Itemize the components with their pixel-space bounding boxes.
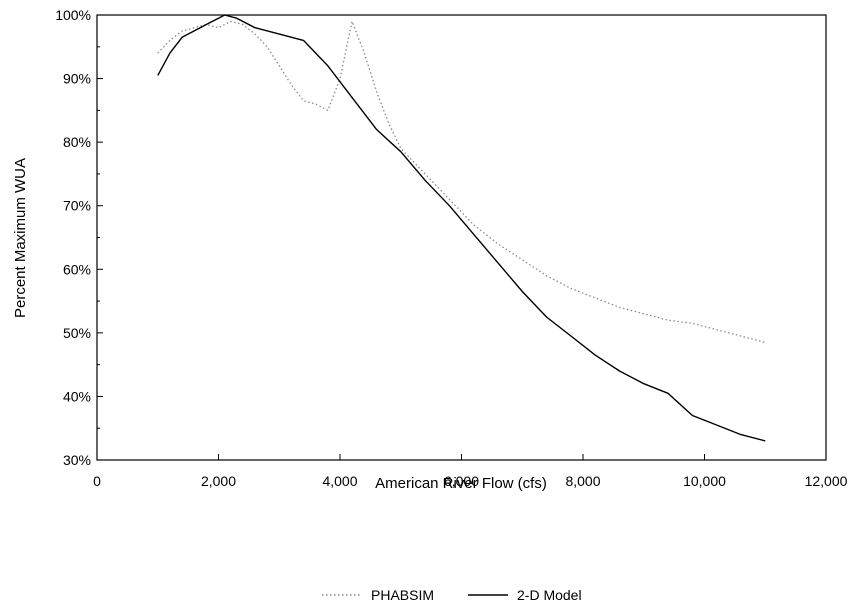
x-tick-label: 12,000 <box>805 473 848 489</box>
x-axis-title: American River Flow (cfs) <box>375 475 547 492</box>
data-point-2-d-model <box>765 440 766 441</box>
x-tick-label: 6,000 <box>444 473 479 489</box>
data-point-2-d-model <box>667 393 668 394</box>
data-point-2-d-model <box>169 53 170 54</box>
data-point-phabsim <box>181 30 182 31</box>
y-tick-label: 60% <box>63 261 91 277</box>
y-tick-label: 90% <box>63 71 91 87</box>
data-point-2-d-model <box>224 14 225 15</box>
data-point-2-d-model <box>254 27 255 28</box>
data-point-2-d-model <box>692 415 693 416</box>
data-point-2-d-model <box>546 316 547 317</box>
data-point-phabsim <box>218 27 219 28</box>
series-line-2-d-model <box>157 14 766 442</box>
y-tick-label: 100% <box>55 7 91 23</box>
y-tick-label: 70% <box>63 198 91 214</box>
data-point-phabsim <box>254 33 255 34</box>
x-tick-label: 2,000 <box>201 473 236 489</box>
data-point-2-d-model <box>279 33 280 34</box>
data-point-phabsim <box>570 288 571 289</box>
y-axis: 30% 40% 50% 60% 70% 80% 90% 100% <box>55 7 103 468</box>
data-point-phabsim <box>643 313 644 314</box>
data-point-phabsim <box>449 199 450 200</box>
y-tick-label: 30% <box>63 452 91 468</box>
data-point-phabsim <box>169 40 170 41</box>
y-tick-label: 40% <box>63 388 91 404</box>
legend-label-phabsim: PHABSIM <box>371 587 434 603</box>
data-point-phabsim <box>230 21 231 22</box>
data-point-2-d-model <box>497 262 498 263</box>
x-tick-label: 0 <box>93 473 101 489</box>
data-point-phabsim <box>692 323 693 324</box>
data-point-phabsim <box>765 342 766 343</box>
data-point-phabsim <box>279 65 280 66</box>
data-point-2-d-model <box>424 180 425 181</box>
data-point-phabsim <box>364 53 365 54</box>
y-tick-label: 80% <box>63 134 91 150</box>
data-point-2-d-model <box>181 37 182 38</box>
data-point-2-d-model <box>643 383 644 384</box>
data-point-phabsim <box>522 259 523 260</box>
data-point-phabsim <box>473 224 474 225</box>
data-point-2-d-model <box>522 291 523 292</box>
data-point-2-d-model <box>194 30 195 31</box>
data-point-phabsim <box>424 173 425 174</box>
data-point-phabsim <box>291 84 292 85</box>
data-point-phabsim <box>376 91 377 92</box>
data-point-2-d-model <box>619 370 620 371</box>
data-point-2-d-model <box>570 335 571 336</box>
data-point-phabsim <box>352 21 353 22</box>
plot-frame <box>96 14 827 461</box>
data-point-2-d-model <box>449 205 450 206</box>
data-point-phabsim <box>194 27 195 28</box>
data-point-2-d-model <box>473 234 474 235</box>
data-point-2-d-model <box>740 434 741 435</box>
data-point-phabsim <box>315 103 316 104</box>
data-point-2-d-model <box>352 97 353 98</box>
x-tick-label: 10,000 <box>683 473 726 489</box>
data-point-phabsim <box>740 335 741 336</box>
data-point-phabsim <box>327 110 328 111</box>
data-point-phabsim <box>242 24 243 25</box>
data-point-2-d-model <box>303 40 304 41</box>
data-point-phabsim <box>339 78 340 79</box>
data-point-phabsim <box>619 307 620 308</box>
data-point-2-d-model <box>595 355 596 356</box>
series-line-phabsim <box>157 20 766 344</box>
data-point-2-d-model <box>218 18 219 19</box>
data-point-phabsim <box>388 122 389 123</box>
series-layer <box>157 14 766 442</box>
legend-label-2d-model: 2-D Model <box>517 587 582 603</box>
y-axis-title: Percent Maximum WUA <box>12 158 29 318</box>
data-point-phabsim <box>546 275 547 276</box>
x-tick-label: 8,000 <box>565 473 600 489</box>
y-tick-label: 50% <box>63 325 91 341</box>
data-point-2-d-model <box>236 18 237 19</box>
data-point-phabsim <box>667 320 668 321</box>
x-tick-label: 4,000 <box>322 473 357 489</box>
data-point-2-d-model <box>376 129 377 130</box>
data-point-phabsim <box>157 53 158 54</box>
legend: PHABSIM 2-D Model <box>322 587 582 603</box>
data-point-2-d-model <box>157 75 158 76</box>
data-point-phabsim <box>400 148 401 149</box>
data-point-phabsim <box>497 243 498 244</box>
x-axis: 0 2,000 4,000 6,000 8,000 10,000 12,000 <box>93 454 848 489</box>
data-point-phabsim <box>303 100 304 101</box>
data-point-2-d-model <box>327 65 328 66</box>
data-point-2-d-model <box>400 151 401 152</box>
data-point-2-d-model <box>206 24 207 25</box>
data-point-phabsim <box>716 329 717 330</box>
data-point-2-d-model <box>716 424 717 425</box>
data-point-phabsim <box>267 46 268 47</box>
data-point-phabsim <box>595 297 596 298</box>
plot-area <box>96 14 827 461</box>
